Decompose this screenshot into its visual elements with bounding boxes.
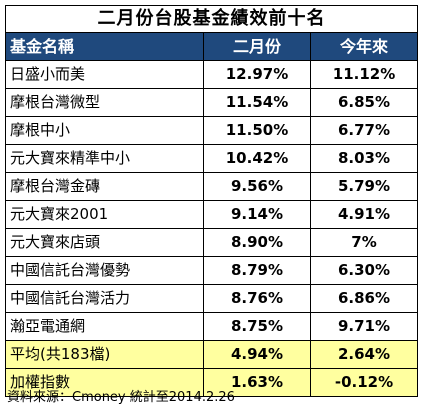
fund-performance-table-wrapper: 二月份台股基金績效前十名 基金名稱 二月份 今年來 日盛小而美 12.97% 1…: [4, 5, 419, 397]
fund-name-cell: 日盛小而美: [5, 60, 204, 89]
header-year-to-date: 今年來: [309, 32, 419, 61]
source-note: 資料來源：Cmoney 統計至2014.2.26: [7, 390, 235, 405]
title-row: 二月份台股基金績效前十名: [4, 5, 419, 33]
feb-return-cell: 8.90%: [203, 228, 311, 257]
average-feb-cell: 4.94%: [203, 340, 311, 369]
fund-name-cell: 摩根台灣微型: [5, 88, 204, 117]
ytd-return-cell: 4.91%: [309, 200, 419, 229]
table-row: 中國信託台灣活力 8.76% 6.86%: [5, 284, 419, 313]
feb-return-cell: 11.50%: [203, 116, 311, 145]
header-row: 基金名稱 二月份 今年來: [5, 32, 419, 61]
table-title: 二月份台股基金績效前十名: [4, 5, 419, 33]
feb-return-cell: 8.79%: [203, 256, 311, 285]
header-february: 二月份: [203, 32, 311, 61]
ytd-return-cell: 6.85%: [309, 88, 419, 117]
table-row: 日盛小而美 12.97% 11.12%: [5, 60, 419, 89]
fund-name-cell: 元大寶來2001: [5, 200, 204, 229]
ytd-return-cell: 11.12%: [309, 60, 419, 89]
ytd-return-cell: 6.86%: [309, 284, 419, 313]
average-row: 平均(共183檔) 4.94% 2.64%: [5, 340, 419, 369]
fund-name-cell: 中國信託台灣活力: [5, 284, 204, 313]
ytd-return-cell: 6.77%: [309, 116, 419, 145]
fund-name-cell: 元大寶來精準中小: [5, 144, 204, 173]
table-row: 元大寶來2001 9.14% 4.91%: [5, 200, 419, 229]
feb-return-cell: 9.56%: [203, 172, 311, 201]
feb-return-cell: 8.75%: [203, 312, 311, 341]
table-row: 中國信託台灣優勢 8.79% 6.30%: [5, 256, 419, 285]
fund-name-cell: 中國信託台灣優勢: [5, 256, 204, 285]
table-row: 瀚亞電通網 8.75% 9.71%: [5, 312, 419, 341]
average-label-cell: 平均(共183檔): [5, 340, 204, 369]
ytd-return-cell: 5.79%: [309, 172, 419, 201]
fund-name-cell: 摩根台灣金磚: [5, 172, 204, 201]
ytd-return-cell: 7%: [309, 228, 419, 257]
ytd-return-cell: 9.71%: [309, 312, 419, 341]
index-row: 加權指數 1.63% -0.12%: [5, 368, 419, 397]
index-ytd-cell: -0.12%: [309, 368, 419, 397]
fund-performance-table: 二月份台股基金績效前十名 基金名稱 二月份 今年來 日盛小而美 12.97% 1…: [4, 5, 419, 397]
ytd-return-cell: 8.03%: [309, 144, 419, 173]
table-row: 摩根中小 11.50% 6.77%: [5, 116, 419, 145]
fund-name-cell: 瀚亞電通網: [5, 312, 204, 341]
table-row: 元大寶來店頭 8.90% 7%: [5, 228, 419, 257]
header-fund-name: 基金名稱: [5, 32, 204, 61]
ytd-return-cell: 6.30%: [309, 256, 419, 285]
feb-return-cell: 10.42%: [203, 144, 311, 173]
feb-return-cell: 12.97%: [203, 60, 311, 89]
feb-return-cell: 9.14%: [203, 200, 311, 229]
fund-name-cell: 元大寶來店頭: [5, 228, 204, 257]
average-ytd-cell: 2.64%: [309, 340, 419, 369]
table-row: 摩根台灣金磚 9.56% 5.79%: [5, 172, 419, 201]
table-row: 摩根台灣微型 11.54% 6.85%: [5, 88, 419, 117]
table-row: 元大寶來精準中小 10.42% 8.03%: [5, 144, 419, 173]
feb-return-cell: 11.54%: [203, 88, 311, 117]
fund-name-cell: 摩根中小: [5, 116, 204, 145]
index-label-cell: 加權指數: [5, 368, 204, 397]
feb-return-cell: 8.76%: [203, 284, 311, 313]
